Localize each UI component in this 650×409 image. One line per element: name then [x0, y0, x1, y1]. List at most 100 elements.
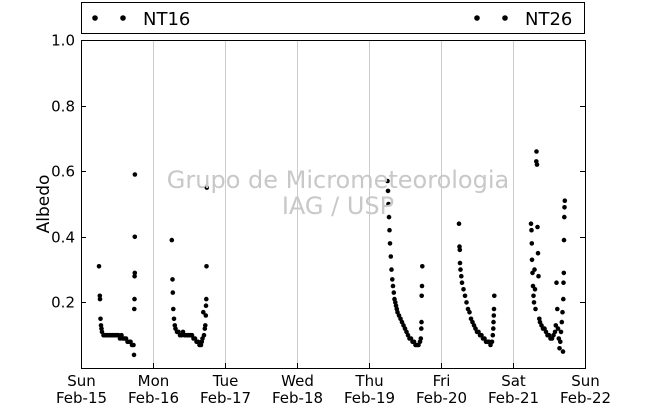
data-point	[467, 309, 472, 315]
data-point	[390, 277, 395, 282]
x-tick-label-day: Sun	[67, 372, 96, 390]
data-point	[385, 188, 391, 194]
data-point	[203, 323, 208, 328]
data-point	[461, 287, 466, 292]
x-tick-label-day: Mon	[138, 372, 170, 390]
data-point	[529, 227, 534, 233]
data-point	[386, 214, 392, 220]
y-tick-label: 1.0	[51, 32, 75, 50]
data-point	[169, 237, 175, 243]
data-point	[457, 244, 462, 249]
data-point	[201, 332, 207, 338]
data-point	[204, 264, 209, 269]
legend-label-nt16: NT16	[143, 9, 190, 30]
data-point	[562, 214, 567, 220]
data-point	[459, 273, 464, 279]
x-tick-label-date: Feb-22	[560, 389, 611, 407]
data-point	[391, 290, 397, 295]
data-point	[132, 234, 138, 240]
data-point	[531, 300, 537, 305]
legend-entry-nt26: NT26	[474, 9, 572, 30]
data-point	[553, 323, 559, 328]
data-point	[558, 339, 563, 345]
data-point	[491, 313, 497, 318]
data-point	[390, 283, 396, 289]
data-point	[387, 241, 393, 246]
data-point	[457, 247, 463, 253]
data-point	[561, 296, 566, 302]
data-point	[491, 306, 497, 312]
data-point	[462, 293, 468, 299]
legend-box	[81, 2, 585, 34]
data-point	[492, 293, 497, 299]
plot-area	[81, 40, 585, 368]
y-tick-label: 0.2	[51, 294, 75, 312]
y-tick-label: 0.8	[51, 98, 75, 116]
watermark-line-1: Grupo de Micrometeorologia	[167, 166, 509, 194]
data-point	[170, 290, 176, 295]
data-point	[132, 270, 138, 276]
legend-marker	[502, 15, 508, 21]
data-point	[561, 237, 567, 243]
data-point	[419, 326, 424, 331]
x-tick-label-date: Feb-16	[128, 389, 179, 407]
legend-label-nt26: NT26	[525, 9, 572, 30]
x-tick-label-day: Sun	[571, 372, 600, 390]
data-point	[132, 273, 137, 279]
data-point	[562, 205, 567, 210]
x-axis-ticks: SunFeb-15MonFeb-16TueFeb-17WedFeb-18ThuF…	[56, 363, 611, 407]
x-tick-label-date: Feb-21	[488, 389, 539, 407]
data-point	[464, 300, 469, 305]
data-point	[98, 316, 103, 322]
data-point	[201, 309, 206, 315]
data-point	[532, 267, 537, 272]
data-point	[132, 172, 138, 177]
plot-frame	[81, 40, 586, 369]
data-point	[388, 254, 394, 259]
data-point	[203, 303, 209, 309]
data-point	[418, 336, 424, 341]
data-point	[554, 280, 559, 286]
x-tick-label-date: Feb-15	[56, 389, 107, 407]
data-point	[531, 293, 536, 299]
x-tick-label-day: Fri	[433, 372, 451, 390]
data-point	[557, 346, 562, 351]
data-point	[132, 296, 137, 302]
data-point	[387, 227, 392, 233]
data-point	[552, 329, 558, 335]
x-tick-label-day: Tue	[212, 372, 239, 390]
x-tick-label-day: Sat	[501, 372, 526, 390]
y-tick-label: 0.6	[51, 163, 75, 181]
data-point	[529, 241, 535, 246]
data-point	[490, 332, 496, 338]
y-tick-label: 0.4	[51, 229, 75, 247]
data-point	[491, 326, 496, 331]
x-tick-label-date: Feb-18	[272, 389, 323, 407]
vertical-gridlines	[153, 40, 514, 368]
data-point	[132, 306, 137, 312]
data-point	[389, 267, 394, 272]
data-point	[170, 277, 175, 282]
data-point	[458, 267, 463, 272]
legend-entry-nt16: NT16	[92, 9, 190, 30]
data-point	[529, 257, 535, 263]
data-point	[559, 319, 565, 325]
legend: NT16 NT26	[81, 2, 585, 34]
y-axis-label: Albedo	[34, 175, 54, 234]
data-point	[204, 296, 209, 302]
x-tick-label-date: Feb-20	[416, 389, 467, 407]
x-tick-label-day: Wed	[281, 372, 314, 390]
data-point	[489, 339, 495, 345]
data-point	[459, 280, 465, 286]
legend-marker	[92, 15, 98, 21]
data-point	[530, 283, 536, 289]
data-point	[457, 260, 463, 266]
data-point	[386, 201, 391, 207]
y-axis-ticks: 0.2 0.4 0.6 0.8 1.0	[51, 32, 585, 369]
data-point	[171, 306, 176, 312]
data-point	[528, 221, 534, 226]
data-point	[555, 306, 560, 312]
data-point	[562, 198, 568, 203]
data-point	[96, 264, 102, 269]
